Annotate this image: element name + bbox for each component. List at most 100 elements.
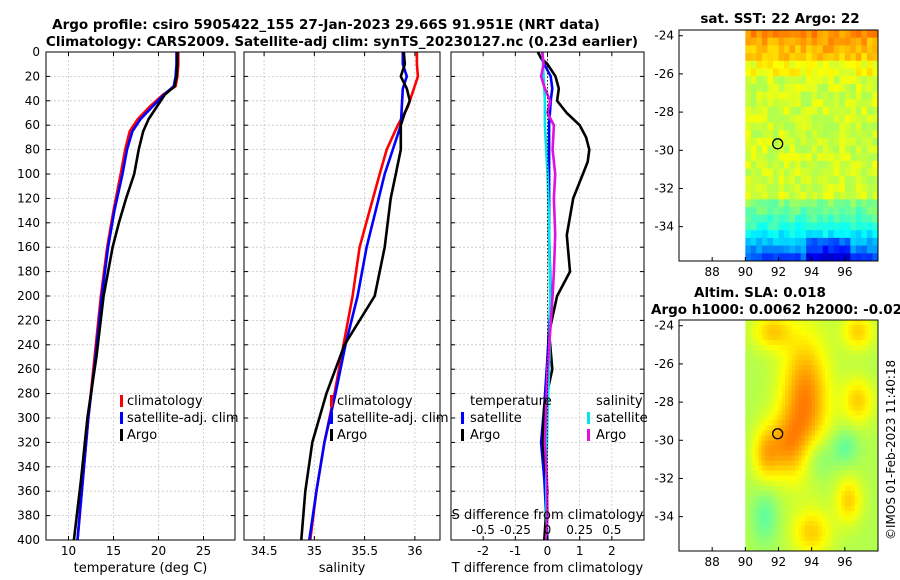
map-cell [781,330,786,336]
x-tick-label: 10 [61,544,76,558]
map-cell [801,440,806,446]
map-cell [778,450,783,456]
map-cell [831,355,836,361]
map-cell [775,460,779,467]
map-cell [817,137,824,146]
map-cell [811,390,816,396]
map-cell [785,500,789,507]
map-cell [866,253,873,262]
map-cell [755,390,759,396]
map-cell [768,365,773,371]
map-cell [828,160,835,169]
map-cell [874,430,879,436]
map-cell [748,395,753,401]
map-cell [872,137,879,146]
map-cell [784,107,790,116]
map-cell [864,440,869,446]
map-cell [785,380,789,386]
map-cell [822,184,829,193]
map-cell [844,30,851,39]
map-cell [822,237,829,246]
map-cell [831,520,836,527]
map-cell [858,440,862,446]
y-tick-label: 60 [25,118,40,132]
map-cell [839,130,846,139]
map-cell [800,160,807,169]
map-cell [821,320,826,326]
map-cell [858,495,862,502]
map-cell [761,91,768,100]
map-cell [745,510,750,517]
map-cell [824,455,829,462]
map-cell [850,99,857,108]
y-tick-label: 340 [17,460,40,474]
x-axis-label: temperature (deg C) [74,561,208,576]
map-cell [778,360,783,366]
map-cell [871,430,876,436]
map-cell [858,345,862,351]
map-cell [874,415,879,421]
map-cell [855,153,862,162]
map-cell [806,253,813,262]
map-cell [834,405,839,411]
map-cell [831,360,836,366]
map-cell [778,160,785,169]
map-cell [828,214,835,223]
map-cell [750,83,757,92]
map-cell [861,83,868,92]
map-cell [866,53,873,62]
map-cell [868,480,872,487]
map-cell [811,435,816,441]
map-cell [789,153,796,162]
map-cell [833,76,840,85]
map-cell [868,520,872,527]
map-cell [795,400,799,406]
map-cell [750,245,757,254]
map-cell [748,435,753,441]
map-cell [828,191,835,200]
map-cell [855,122,862,131]
map-cell [758,485,763,492]
map-cell [775,390,779,396]
map-cell [791,545,796,552]
map-cell [761,450,766,456]
map-cell [778,340,783,346]
title-line2: Climatology: CARS2009. Satellite-adj cli… [46,34,638,50]
map-cell [834,385,839,391]
map-cell [750,30,757,39]
map-cell [767,237,774,246]
map-cell [818,420,823,426]
map-cell [861,53,868,62]
map-cell [821,460,826,467]
map-cell [781,345,786,351]
map-cell [833,214,840,223]
map-cell [831,460,836,467]
map-cell [824,495,829,502]
map-cell [861,450,866,456]
map-cell [861,370,866,376]
map-cell [771,375,776,381]
map-cell [791,375,796,381]
map-cell [755,495,759,502]
map-cell [808,475,813,482]
map-cell [821,395,826,401]
map-cell [801,350,806,356]
map-cell [814,450,819,456]
map-cell [806,37,813,46]
map-cell [824,355,829,361]
map-cell [771,410,776,416]
map-cell [761,30,768,39]
map-cell [833,176,840,185]
map-cell [874,495,879,502]
map-cell [855,222,862,231]
map-cell [751,385,756,391]
y-tick-label: 140 [17,216,40,230]
map-cell [755,545,759,552]
map-cell [745,375,750,381]
map-cell [851,455,856,462]
map-cell [864,475,869,482]
map-cell [854,340,859,346]
map-cell [795,485,799,492]
map-cell [798,490,803,497]
map-cell [814,395,819,401]
